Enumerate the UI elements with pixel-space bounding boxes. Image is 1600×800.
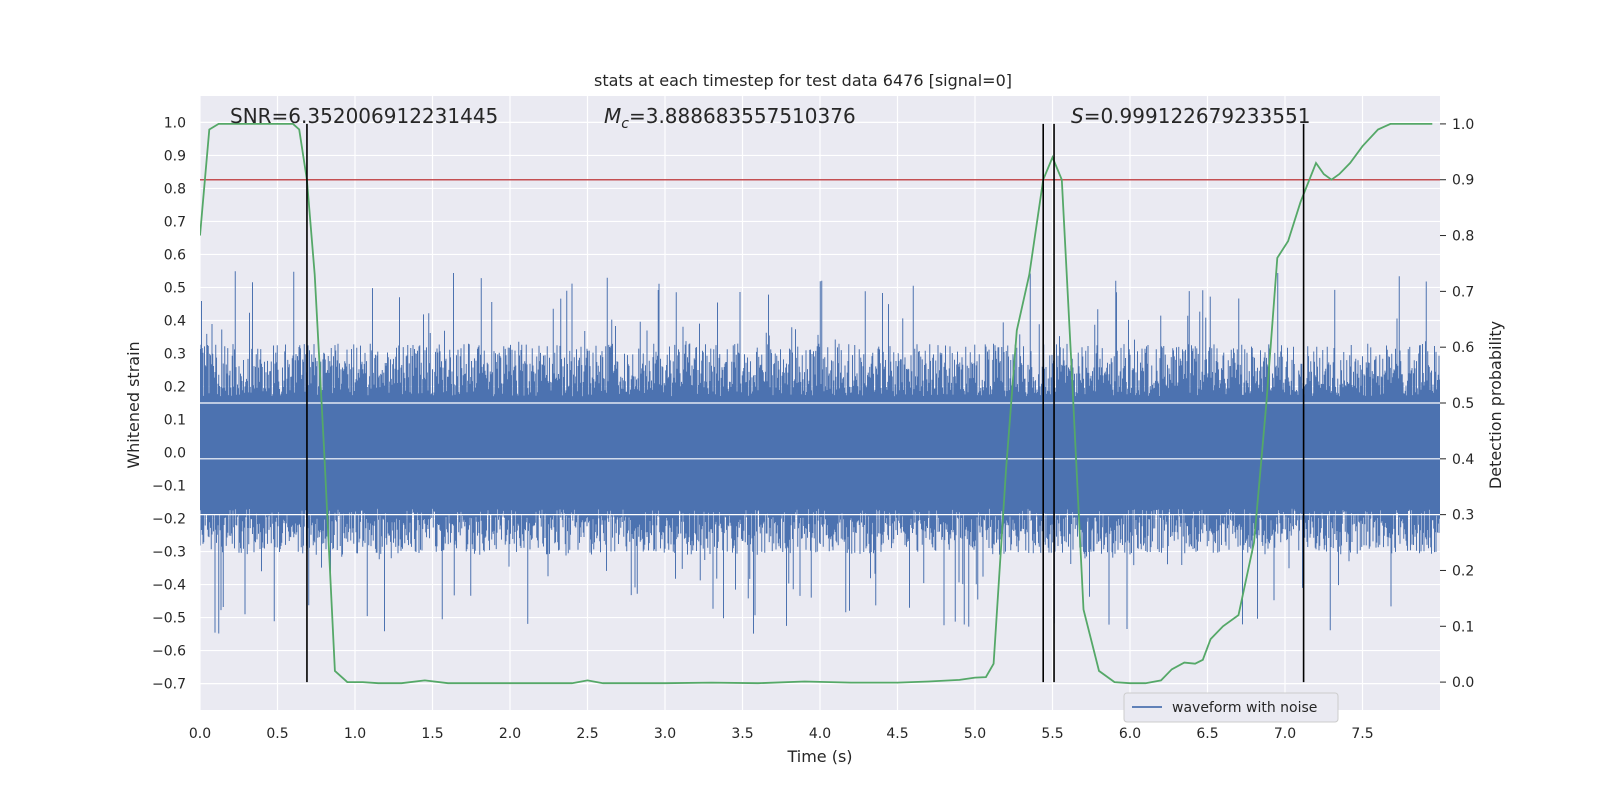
probability-series-line — [200, 123, 1433, 685]
x-tick-label: 5.0 — [964, 726, 986, 742]
y-right-tick-label: 0.7 — [1452, 284, 1474, 300]
y-tick-label: −0.4 — [152, 578, 186, 594]
y-axis-label: Whitened strain — [124, 341, 143, 468]
x-tick-label: 1.0 — [344, 726, 366, 742]
x-axis: 0.0 0.5 1.0 1.5 2.0 2.5 3.0 3.5 4.0 4.5 5.0 5.5 6.0 6… — [189, 726, 1374, 742]
x-tick-label: 6.5 — [1196, 726, 1218, 742]
y-right-tick-label: 0.3 — [1452, 508, 1474, 524]
x-tick-label: 4.0 — [809, 726, 831, 742]
y-tick-label: 0.8 — [164, 181, 186, 197]
y-tick-label: 1.0 — [164, 115, 186, 131]
mc-value: =3.888683557510376 — [629, 104, 856, 128]
y-tick-label: 0.4 — [164, 313, 186, 329]
x-tick-label: 2.5 — [576, 726, 598, 742]
y-axis-left: 1.0 0.9 0.8 0.7 0.6 0.5 0.4 0.3 0.2 0.1 0.0 −0.1 −0.… — [152, 115, 186, 692]
y-right-tick-label: 0.9 — [1452, 173, 1474, 189]
y-right-tick-label: 0.5 — [1452, 396, 1474, 412]
chirp-mass-annotation: Mc=3.888683557510376 — [604, 104, 856, 132]
s-value: =0.999122679233551 — [1084, 104, 1311, 128]
y-tick-label: 0.7 — [164, 214, 186, 230]
y-right-tick-label: 0.8 — [1452, 229, 1474, 245]
legend[interactable]: waveform with noise — [1123, 692, 1339, 723]
x-axis-label: Time (s) — [786, 747, 852, 766]
y-right-tick-label: 1.0 — [1452, 117, 1474, 133]
y-tick-label: −0.7 — [152, 677, 186, 693]
y-tick-label: 0.2 — [164, 379, 186, 395]
x-tick-label: 3.5 — [731, 726, 753, 742]
y-right-tick-label: 0.1 — [1452, 619, 1474, 635]
legend-box — [1123, 692, 1339, 723]
s-symbol: S — [1071, 104, 1084, 128]
x-tick-label: 1.5 — [421, 726, 443, 742]
legend-label: waveform with noise — [1172, 700, 1317, 716]
detection-markers — [306, 123, 1305, 683]
y-tick-label: 0.6 — [164, 247, 186, 263]
y-tick-label: −0.3 — [152, 545, 186, 561]
y-tick-label: 0.0 — [164, 446, 186, 462]
score-annotation: S=0.999122679233551 — [1071, 104, 1310, 128]
y-axis-right: 1.0 0.9 0.8 0.7 0.6 0.5 0.4 0.3 0.2 0.1 0.0 — [1440, 117, 1474, 691]
x-tick-label: 6.0 — [1119, 726, 1141, 742]
x-tick-label: 2.0 — [499, 726, 521, 742]
y-axis-right-label: Detection probability — [1486, 321, 1505, 489]
y-tick-label: −0.6 — [152, 644, 186, 660]
y-right-tick-label: 0.2 — [1452, 563, 1474, 579]
snr-annotation: SNR=6.352006912231445 — [230, 104, 498, 128]
waveform-core-band — [200, 396, 1440, 509]
y-tick-label: 0.3 — [164, 346, 186, 362]
y-tick-label: −0.5 — [152, 611, 186, 627]
x-tick-label: 0.0 — [189, 726, 211, 742]
x-tick-label: 4.5 — [886, 726, 908, 742]
y-tick-label: 0.9 — [164, 148, 186, 164]
y-tick-label: −0.2 — [152, 512, 186, 528]
chart-title: stats at each timestep for test data 647… — [594, 71, 1012, 90]
mc-subscript: c — [621, 116, 629, 132]
x-tick-label: 7.5 — [1351, 726, 1373, 742]
x-tick-label: 5.5 — [1041, 726, 1063, 742]
y-tick-label: 0.5 — [164, 280, 186, 296]
x-tick-label: 3.0 — [654, 726, 676, 742]
mc-symbol: M — [604, 104, 621, 128]
x-tick-label: 0.5 — [266, 726, 288, 742]
y-right-tick-label: 0.0 — [1452, 675, 1474, 691]
x-tick-label: 7.0 — [1274, 726, 1296, 742]
y-tick-label: 0.1 — [164, 413, 186, 429]
y-right-tick-label: 0.4 — [1452, 452, 1474, 468]
y-tick-label: −0.1 — [152, 479, 186, 495]
y-right-tick-label: 0.6 — [1452, 340, 1474, 356]
